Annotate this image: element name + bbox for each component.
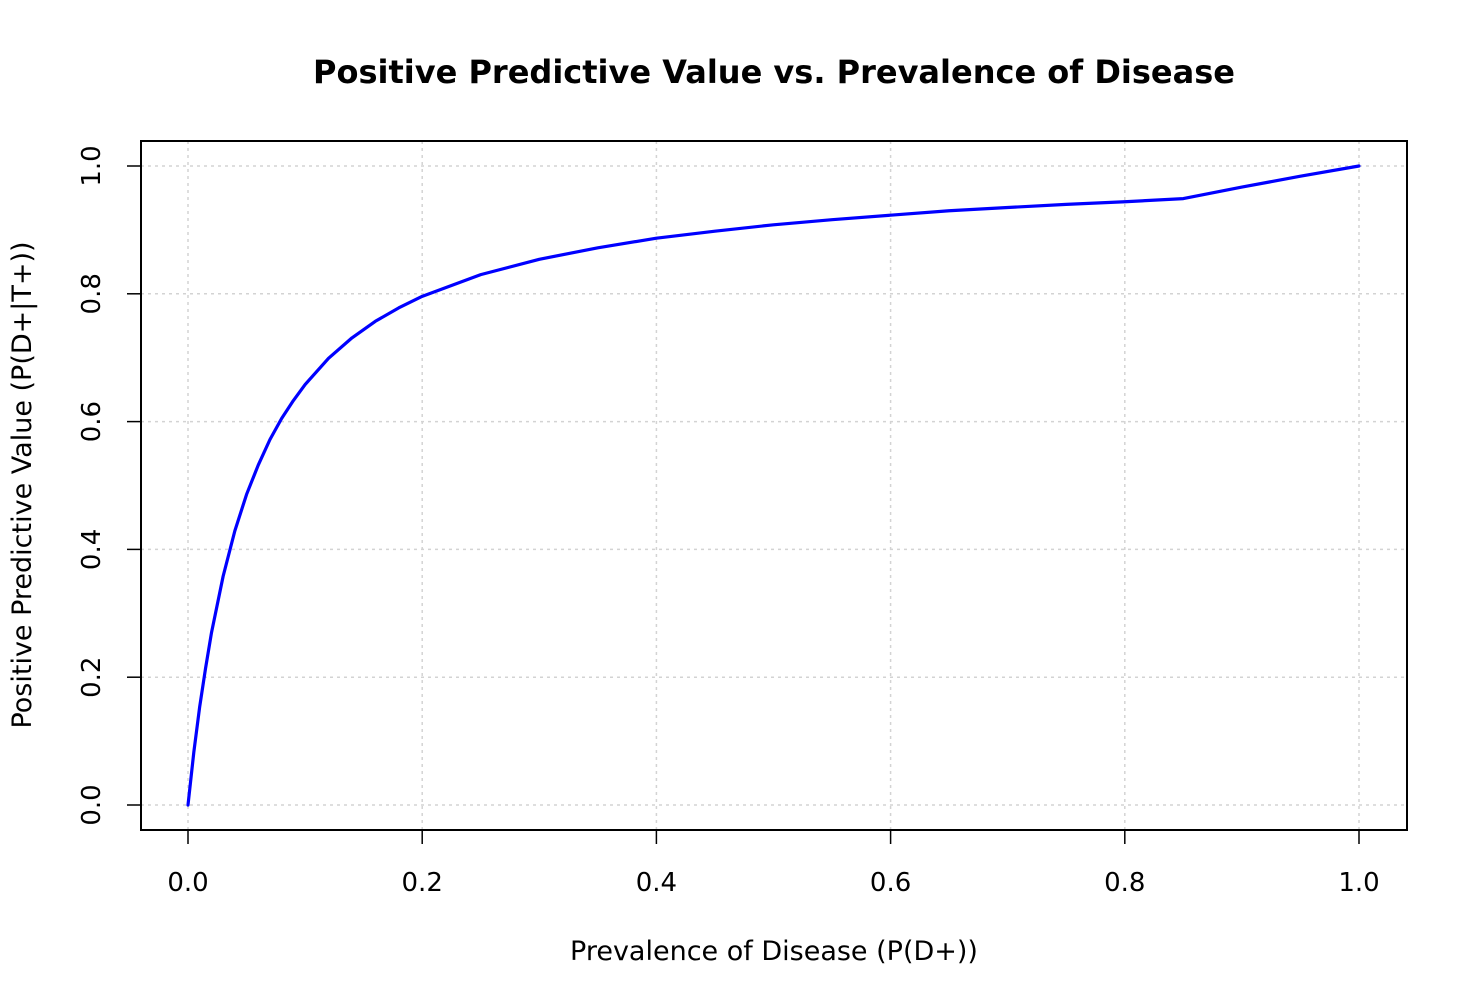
y-tick-label: 0.2 [77,657,107,698]
x-axis: 0.0 0.2 0.4 0.6 0.8 1.0 [167,830,1380,898]
x-tick-label: 1.0 [1338,868,1379,898]
y-tick-label: 1.0 [77,145,107,186]
y-tick-label: 0.4 [77,529,107,570]
grid [141,141,1407,830]
x-tick-label: 0.0 [167,868,208,898]
series-layer [186,164,1361,807]
y-axis: 0.0 0.2 0.4 0.6 0.8 1.0 [77,145,141,826]
plot-area-frame [140,140,1408,831]
x-tick-label: 0.2 [402,868,443,898]
y-axis-label: Positive Predictive Value (P(D+|T+)) [7,241,38,728]
y-tick-label: 0.6 [77,401,107,442]
x-axis-label: Prevalence of Disease (P(D+)) [570,936,978,967]
x-tick-label: 0.4 [636,868,677,898]
y-tick-label: 0.8 [77,273,107,314]
x-tick-label: 0.8 [1104,868,1145,898]
chart-title: Positive Predictive Value vs. Prevalence… [313,53,1235,91]
series-line-ppv [186,164,1361,807]
y-tick-label: 0.0 [77,784,107,825]
x-tick-label: 0.6 [870,868,911,898]
